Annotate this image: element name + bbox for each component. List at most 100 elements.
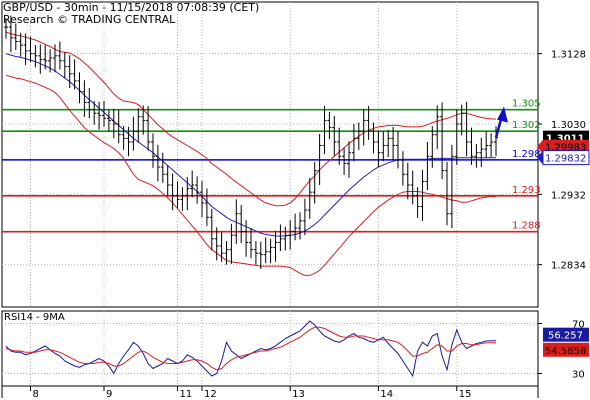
price-bar [273, 230, 278, 262]
date-tick-label: 9 [106, 389, 112, 400]
price-bar [415, 187, 420, 219]
rsi-value-label: 56.257 [548, 331, 583, 342]
price-bar [160, 152, 165, 183]
price-bar [209, 208, 214, 251]
price-bar [229, 223, 234, 264]
date-tick-label: 8 [33, 389, 39, 400]
price-bar [317, 134, 322, 185]
bollinger-lower-line [5, 74, 496, 276]
price-bar [219, 231, 224, 262]
price-bar [126, 126, 131, 157]
price-bar [464, 101, 469, 157]
price-bar [288, 220, 293, 250]
price-bar [8, 15, 13, 53]
price-bar [72, 59, 77, 90]
price-bar [366, 106, 371, 140]
price-bar [57, 41, 62, 70]
price-bar [23, 33, 28, 66]
price-bar [449, 144, 454, 229]
ma-price-label: 1.29832 [545, 154, 586, 165]
level-label-resistance: 1.305 [512, 99, 541, 110]
price-bar [136, 108, 141, 143]
price-bar [459, 104, 464, 136]
rsi-ma-value-label: 54.5858 [545, 346, 586, 357]
price-bar [87, 88, 92, 119]
price-bar [332, 116, 337, 157]
chart-source: Research © TRADING CENTRAL [3, 13, 176, 26]
price-bar [200, 180, 204, 218]
price-bar [454, 109, 459, 165]
date-tick-label: 14 [380, 389, 393, 400]
price-bar [283, 226, 288, 251]
price-bar [13, 23, 18, 51]
price-bar [302, 198, 307, 236]
price-bar [97, 101, 102, 130]
price-bar [204, 188, 209, 226]
price-bar [400, 151, 405, 186]
price-box-ma: 1.29832 [537, 150, 590, 166]
price-bar [263, 237, 268, 264]
rsi-tick-label: 70 [572, 320, 585, 331]
price-bar [214, 227, 219, 261]
price-bar [253, 240, 258, 265]
price-bar [180, 187, 185, 211]
price-bar [337, 127, 342, 165]
price-bar [361, 108, 366, 146]
price-bar [155, 144, 160, 182]
forecast-arrowhead-icon [497, 106, 508, 123]
price-bar [116, 109, 121, 144]
price-bar [381, 131, 386, 162]
price-bar [53, 44, 57, 73]
price-bar [258, 241, 263, 269]
price-bar [28, 36, 33, 63]
price-bar [484, 131, 489, 158]
price-bar [342, 147, 347, 175]
price-bar [106, 109, 111, 132]
price-bar [170, 173, 175, 211]
price-bar [445, 162, 449, 226]
price-bar [420, 169, 425, 221]
upper-band-price-label: 1.29983 [545, 143, 586, 154]
rsi-box-rsi: 56.257 [543, 327, 589, 342]
price-bar [249, 228, 253, 259]
price-bar [351, 124, 356, 162]
price-tick-label: 1.2932 [551, 190, 586, 201]
price-bar [224, 240, 229, 265]
price-bar [312, 162, 317, 204]
price-bar [77, 72, 82, 104]
price-bar [141, 105, 146, 135]
price-bar [347, 141, 351, 178]
price-bar [391, 126, 396, 160]
level-label-support: 1.288 [512, 221, 541, 232]
chart-title: GBP/USD - 30min - 11/15/2018 07:08:39 (C… [3, 1, 260, 14]
price-bar [440, 102, 445, 180]
price-tick-label: 1.3128 [551, 50, 586, 61]
price-bar [376, 130, 381, 168]
price-bar [327, 111, 332, 140]
price-bar [48, 49, 53, 73]
price-bar [293, 213, 298, 241]
price-bar [489, 133, 494, 158]
price-bar [410, 170, 415, 205]
price-bar [38, 44, 43, 74]
price-bar [175, 181, 180, 208]
price-bar [396, 131, 400, 169]
price-bar [4, 18, 8, 39]
bollinger-upper-line [5, 31, 496, 207]
price-bar [405, 162, 410, 200]
price-bar [386, 129, 391, 158]
price-bar [474, 144, 479, 168]
level-label-resistance: 1.302 [512, 120, 541, 131]
rsi-series-rsi_ma [5, 326, 496, 371]
price-bar [190, 170, 195, 198]
price-bar [479, 137, 484, 168]
price-bar [371, 122, 376, 154]
price-bar [469, 127, 474, 165]
price-bar [307, 177, 312, 219]
price-bar [268, 238, 273, 264]
level-label-pivot: 1.298 [512, 149, 541, 160]
price-bar [278, 224, 283, 252]
price-bar [165, 165, 170, 197]
date-tick-label: 11 [180, 389, 193, 400]
price-bar [111, 108, 116, 139]
